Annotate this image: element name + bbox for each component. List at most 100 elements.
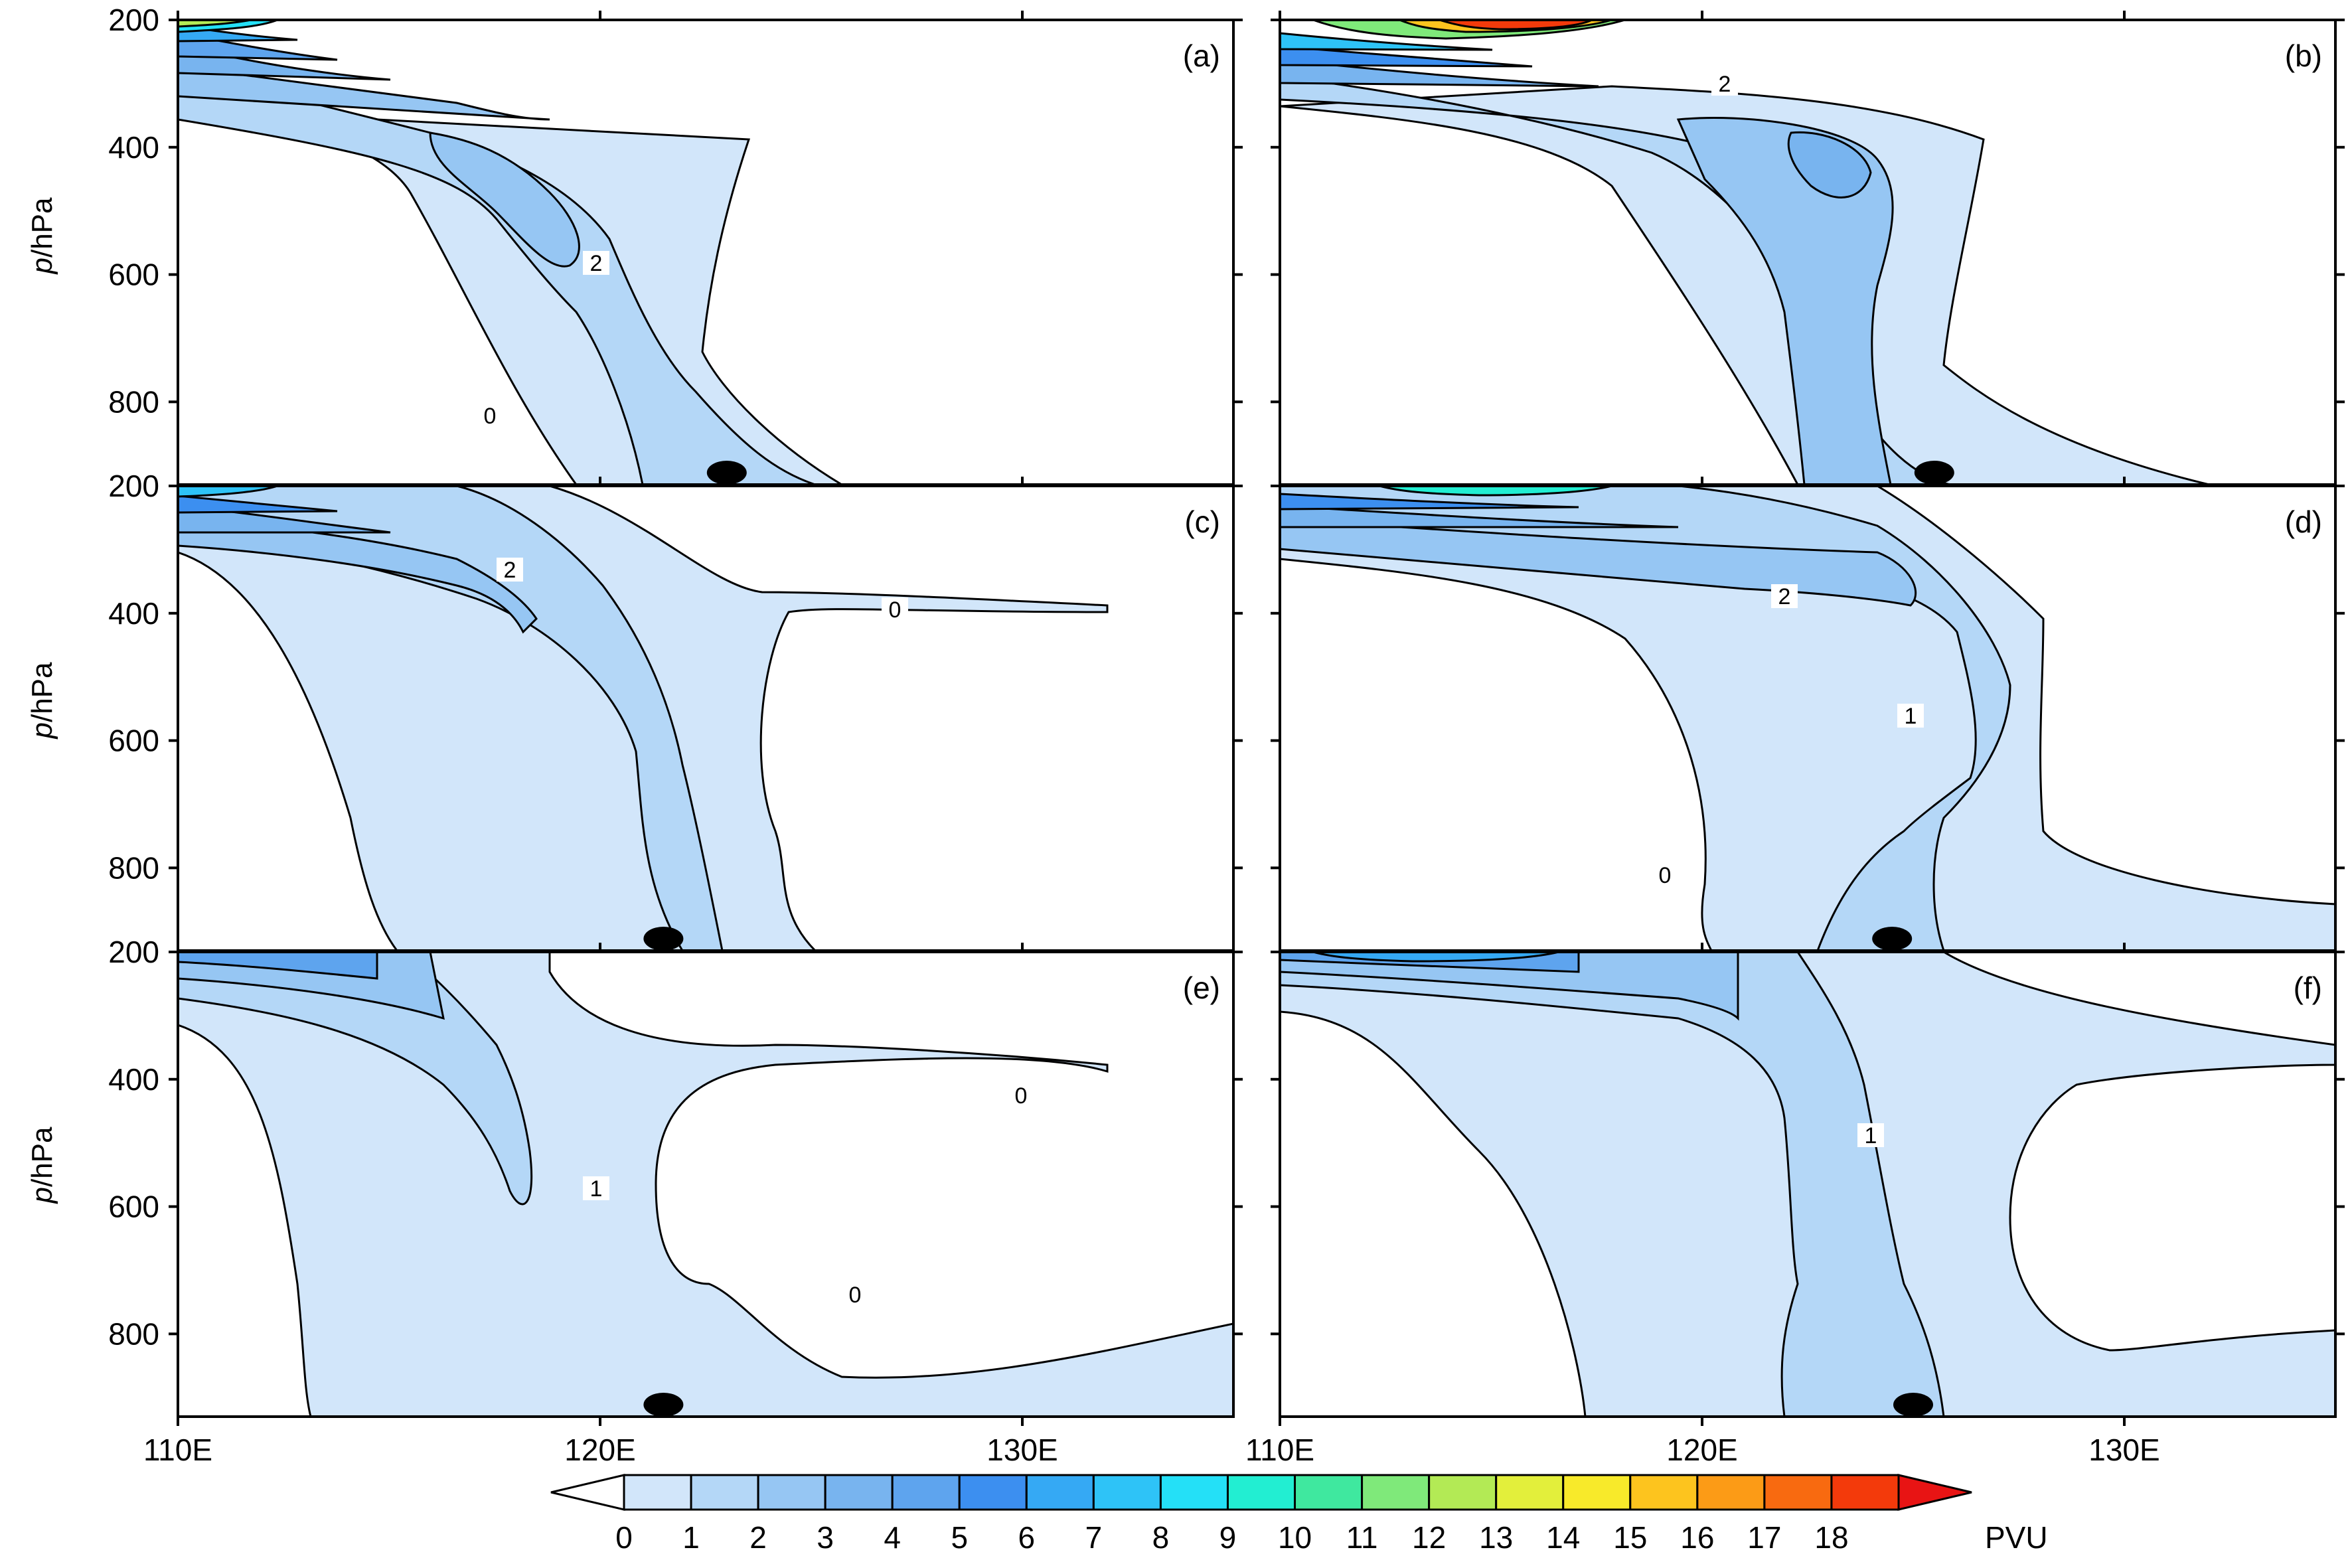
- contour-label-bg: [583, 1176, 609, 1200]
- contour-label: 2: [1778, 584, 1791, 609]
- contour-label: 1: [590, 1176, 603, 1202]
- panel: 1 (f): [1271, 943, 2345, 1426]
- contour-label-bg: [477, 404, 503, 428]
- x-tick-label: 130E: [2088, 1433, 2159, 1467]
- contour-region: [1379, 486, 1612, 497]
- colorbar-tick-label: 2: [749, 1520, 767, 1555]
- colorbar-swatch: [1025, 1474, 1095, 1511]
- contour-label-bg: [1897, 704, 1924, 728]
- contour-label: 0: [889, 597, 902, 623]
- colorbar-swatch: [1092, 1474, 1162, 1511]
- contour-label-bg: [882, 597, 908, 621]
- x-tick-labels: 110E 120E 130E 110E 120E 130E: [143, 1433, 2160, 1467]
- y-tick-label: 200: [108, 3, 159, 37]
- contour-region: [1280, 493, 1579, 510]
- colorbar-tick-label: 11: [1346, 1520, 1378, 1555]
- colorbar-tick-label: 17: [1747, 1520, 1781, 1555]
- contour-label-bg: [583, 251, 609, 275]
- contour-label: 0: [849, 1283, 862, 1308]
- colorbar-tick-label: 1: [682, 1520, 700, 1555]
- colorbar-swatch: [891, 1474, 961, 1511]
- contour-region: [1787, 131, 1872, 198]
- contour-region: [429, 131, 580, 268]
- contour-label-bg: [842, 1283, 868, 1306]
- colorbar-swatch: [1562, 1474, 1632, 1511]
- colorbar-tick-label: 16: [1680, 1520, 1714, 1555]
- contour-label: 0: [1659, 863, 1672, 888]
- typhoon-marker: [1872, 927, 1913, 951]
- colorbar-swatch: [757, 1474, 826, 1511]
- panels-group: 2 0 (a) 2 (b) 2 0 (c) 2 1 0 (d) 0 1 0 (e) 1 (f): [169, 11, 2345, 1426]
- contour-region: [1312, 952, 1559, 963]
- y-tick-label: 600: [108, 724, 159, 758]
- colorbar-swatch: [958, 1474, 1028, 1511]
- typhoon-marker: [1914, 461, 1954, 485]
- typhoon-marker: [706, 461, 747, 485]
- panel-label: (c): [1184, 505, 1220, 539]
- colorbar-tick-label: 7: [1085, 1520, 1103, 1555]
- x-tick-label: 110E: [1245, 1433, 1314, 1467]
- y-tick-label: 400: [108, 1062, 159, 1097]
- panel-frame: [177, 951, 1235, 1418]
- panel-frame: [1279, 951, 2337, 1418]
- contour-region: [1439, 20, 1593, 31]
- x-tick-label: 130E: [986, 1433, 1058, 1467]
- panel-fill: [178, 486, 1233, 951]
- y-tick-label: 600: [108, 1190, 159, 1224]
- panel: 0 1 0 (e): [169, 943, 1243, 1426]
- panel-label: (f): [2294, 971, 2322, 1005]
- panel-fill: [178, 20, 1233, 485]
- panel: 2 1 0 (d): [1271, 477, 2345, 960]
- panel-fill: [178, 952, 1233, 1417]
- contour-region: [178, 952, 378, 980]
- panel-label: (a): [1183, 39, 1220, 73]
- y-axis-labels: p/hPa p/hPa p/hPa: [26, 197, 58, 1205]
- y-axis-label-top: p/hPa: [26, 197, 58, 275]
- colorbar-tick-label: 0: [615, 1520, 633, 1555]
- contour-label: 1: [1865, 1123, 1877, 1148]
- contour-region: [1280, 32, 1493, 51]
- typhoon-marker: [643, 927, 684, 951]
- x-tick-label: 110E: [143, 1433, 212, 1467]
- contour-region: [178, 495, 338, 514]
- colorbar-swatch: [1763, 1474, 1833, 1511]
- colorbar-tick-label: 6: [1018, 1520, 1036, 1555]
- panel: 2 0 (c): [169, 477, 1243, 960]
- colorbar-tick-label: 4: [884, 1520, 901, 1555]
- colorbar-swatch: [1226, 1474, 1296, 1511]
- colorbar-tick-label: 3: [817, 1520, 834, 1555]
- contour-label: 2: [1719, 72, 1731, 97]
- colorbar-tick-label: 13: [1479, 1520, 1513, 1555]
- contour-region: [178, 518, 538, 634]
- colorbar: 0 1 2 3 4 5 6 7 8 9 10 11 12 13 14 15 16 17 18 PVU: [550, 1474, 2048, 1555]
- colorbar-swatch: [1830, 1474, 1900, 1511]
- y-axis-label-middle: p/hPa: [26, 662, 58, 740]
- colorbar-tick-label: 18: [1814, 1520, 1848, 1555]
- panel: 2 (b): [1271, 11, 2345, 494]
- colorbar-tick-label: 14: [1546, 1520, 1580, 1555]
- contour-label-bg: [1771, 584, 1798, 608]
- colorbar-swatch: [1495, 1474, 1565, 1511]
- colorbar-tick-label: 15: [1613, 1520, 1647, 1555]
- colorbar-tick-label: 12: [1412, 1520, 1446, 1555]
- colorbar-swatch: [1361, 1474, 1431, 1511]
- colorbar-tick-label: 5: [951, 1520, 968, 1555]
- typhoon-marker: [1893, 1393, 1933, 1417]
- x-tick-label: 120E: [1666, 1433, 1737, 1467]
- y-tick-label: 800: [108, 384, 159, 419]
- contour-label-bg: [1008, 1083, 1034, 1107]
- contour-region: [1280, 952, 1739, 1021]
- colorbar-tick-label: 8: [1152, 1520, 1170, 1555]
- y-tick-label: 400: [108, 596, 159, 631]
- colorbar-swatch: [824, 1474, 894, 1511]
- contour-label-bg: [1652, 863, 1678, 887]
- colorbar-swatch: [690, 1474, 759, 1511]
- y-tick-label: 200: [108, 469, 159, 503]
- colorbar-swatch: [1629, 1474, 1699, 1511]
- contour-label: 2: [590, 251, 603, 276]
- contour-label-bg: [1711, 72, 1738, 96]
- colorbar-tick-label: 9: [1219, 1520, 1237, 1555]
- y-tick-labels: 200 400 600 800 200 400 600 800 200 400 600 800: [108, 3, 159, 1351]
- typhoon-marker: [643, 1393, 684, 1417]
